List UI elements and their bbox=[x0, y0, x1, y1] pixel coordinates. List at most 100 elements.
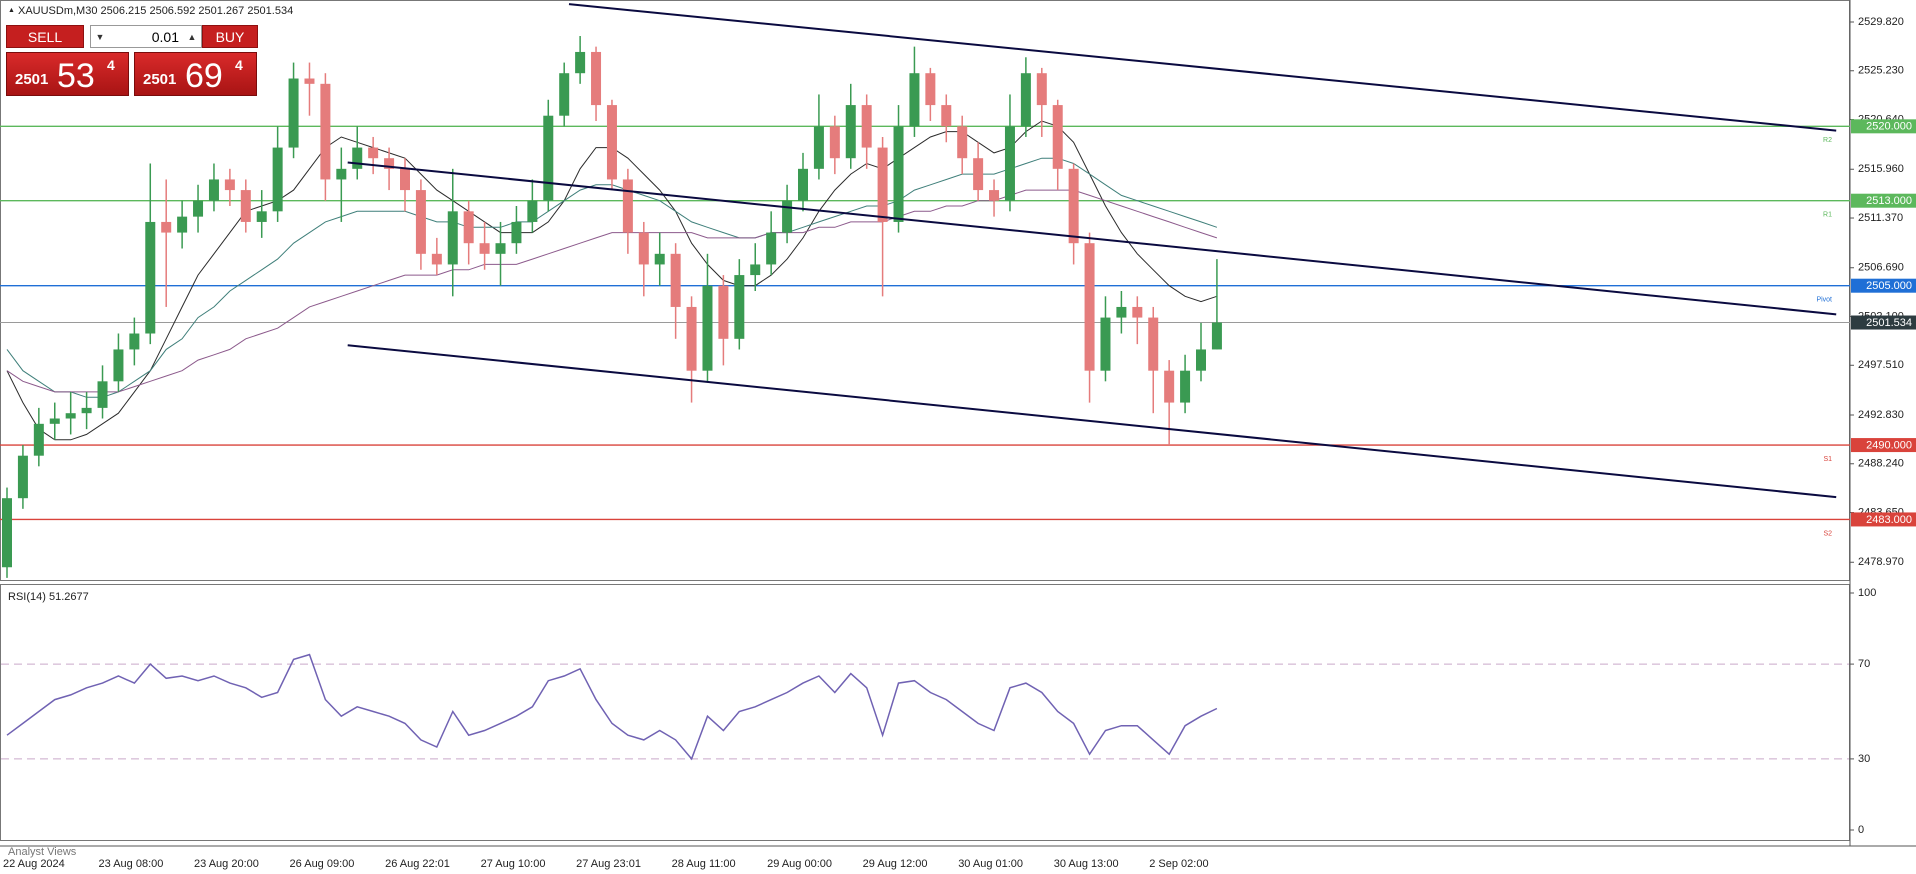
candle-body bbox=[1196, 349, 1206, 371]
price-pips: 69 bbox=[185, 57, 223, 95]
candle-body bbox=[193, 200, 204, 217]
price-tag-label: 2520.000 bbox=[1866, 121, 1912, 133]
candle-body bbox=[1148, 317, 1159, 371]
price-fraction: 4 bbox=[107, 57, 115, 73]
candle-body bbox=[957, 126, 968, 159]
price-tag bbox=[1851, 315, 1916, 330]
footer-tab[interactable]: Analyst Views bbox=[8, 846, 77, 858]
candle-body bbox=[384, 158, 395, 169]
y-tick-label: 2511.370 bbox=[1858, 212, 1903, 224]
candle-body bbox=[224, 179, 235, 191]
candle-body bbox=[861, 105, 872, 148]
candle-body bbox=[813, 126, 824, 169]
y-tick-label: 2497.510 bbox=[1858, 359, 1904, 371]
candle-body bbox=[447, 211, 458, 265]
candle-body bbox=[17, 455, 28, 499]
candle-body bbox=[1211, 322, 1222, 350]
trendline bbox=[347, 344, 1837, 499]
candle-body bbox=[654, 253, 665, 265]
candle-body bbox=[1084, 243, 1095, 371]
candle-body bbox=[288, 78, 299, 148]
x-tick-label: 26 Aug 22:01 bbox=[385, 858, 450, 870]
candle-body bbox=[750, 264, 761, 276]
sell-button[interactable]: SELL bbox=[6, 25, 84, 48]
price-tag-label: 2513.000 bbox=[1866, 195, 1912, 207]
candle-body bbox=[431, 253, 442, 265]
x-tick-label: 29 Aug 00:00 bbox=[767, 858, 832, 870]
level-label: R1 bbox=[1823, 212, 1832, 219]
candle-body bbox=[208, 179, 219, 201]
candle-body bbox=[2, 498, 12, 568]
candle-body bbox=[702, 285, 713, 371]
y-tick-label: 0 bbox=[1858, 824, 1864, 836]
price-tag bbox=[1851, 512, 1916, 527]
candle-body bbox=[925, 73, 936, 106]
price-big-figure: 2501 bbox=[143, 71, 177, 88]
candle-body bbox=[1100, 317, 1111, 371]
candle-body bbox=[304, 78, 315, 84]
candle-body bbox=[33, 423, 44, 456]
x-tick-label: 27 Aug 23:01 bbox=[576, 858, 641, 870]
candle-body bbox=[877, 147, 888, 222]
candle-body bbox=[845, 105, 856, 159]
candle-body bbox=[718, 285, 729, 339]
candle-body bbox=[65, 413, 76, 419]
candle-body bbox=[989, 190, 1000, 201]
price-tag-label: 2505.000 bbox=[1866, 280, 1912, 292]
candle-body bbox=[97, 381, 108, 408]
main-pane bbox=[0, 0, 1850, 581]
trendline bbox=[347, 161, 1837, 316]
candle-body bbox=[686, 306, 697, 371]
candle-body bbox=[1020, 73, 1031, 127]
candle-body bbox=[1052, 105, 1063, 169]
y-tick-label: 2506.690 bbox=[1858, 262, 1904, 274]
y-tick-label: 2515.960 bbox=[1858, 163, 1904, 175]
header: XAUUSDm,M30 2506.215 2506.592 2501.267 2… bbox=[18, 5, 293, 17]
candle-body bbox=[606, 105, 617, 180]
x-tick-label: 22 Aug 2024 bbox=[3, 858, 65, 870]
candle-body bbox=[909, 73, 920, 127]
candle-body bbox=[415, 190, 426, 254]
candle-body bbox=[161, 221, 172, 233]
lot-value[interactable]: 0.01 bbox=[151, 28, 179, 45]
candle-body bbox=[670, 253, 681, 307]
candle-body bbox=[240, 190, 251, 222]
buy-price[interactable]: 2501 69 4 bbox=[134, 52, 257, 96]
lot-up[interactable]: ▲ bbox=[187, 31, 197, 42]
rsi-pane bbox=[0, 584, 1850, 841]
lot-box[interactable]: ▼ 0.01 ▲ bbox=[90, 25, 202, 48]
candle-body bbox=[1180, 370, 1191, 403]
price-tag bbox=[1851, 193, 1916, 208]
x-tick-label: 30 Aug 01:00 bbox=[958, 858, 1023, 870]
candle-body bbox=[145, 221, 156, 334]
y-tick-label: 100 bbox=[1858, 587, 1876, 599]
buy-button[interactable]: BUY bbox=[202, 25, 258, 48]
sell-price[interactable]: 2501 53 4 bbox=[6, 52, 129, 96]
price-tag bbox=[1851, 119, 1916, 134]
x-tick-label: 23 Aug 08:00 bbox=[99, 858, 164, 870]
candle-body bbox=[256, 211, 267, 222]
candle-body bbox=[782, 200, 793, 233]
y-tick-label: 2488.240 bbox=[1858, 458, 1904, 470]
candle-body bbox=[798, 168, 808, 201]
candle-body bbox=[734, 275, 745, 339]
x-tick-label: 2 Sep 02:00 bbox=[1149, 858, 1208, 870]
lot-down[interactable]: ▼ bbox=[95, 31, 105, 42]
candle-body bbox=[941, 105, 952, 127]
price-tag-label: 2501.534 bbox=[1866, 317, 1912, 329]
moving-average bbox=[6, 157, 1218, 398]
level-label: S2 bbox=[1823, 530, 1832, 537]
candle-body bbox=[1132, 306, 1143, 318]
candle-body bbox=[559, 73, 570, 116]
x-tick-label: 27 Aug 10:00 bbox=[481, 858, 546, 870]
candle-body bbox=[622, 179, 633, 233]
candle-body bbox=[591, 51, 602, 106]
candle-body bbox=[766, 232, 777, 265]
y-tick-label: 2478.970 bbox=[1858, 556, 1904, 568]
candle-body bbox=[368, 147, 379, 159]
candle-body bbox=[463, 211, 474, 244]
candle-body bbox=[829, 126, 840, 159]
y-tick-label: 70 bbox=[1858, 658, 1870, 670]
candle-body bbox=[400, 168, 410, 191]
